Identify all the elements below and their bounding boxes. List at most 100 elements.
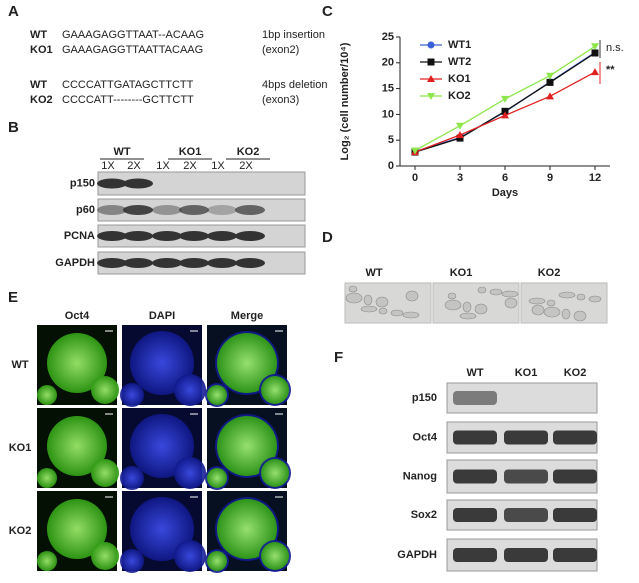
blot-band [97, 205, 127, 215]
colony [375, 296, 389, 308]
blot-band [123, 231, 153, 241]
blot-band [179, 231, 209, 241]
x-tick-label: 9 [547, 172, 553, 184]
x-tick-label: 12 [589, 172, 601, 184]
condition-label: KO1 [450, 267, 473, 279]
mutation-note: (exon3) [262, 94, 299, 106]
marker [591, 43, 599, 51]
group-label: KO2 [237, 146, 260, 158]
protein-label: GAPDH [55, 257, 95, 269]
colony [576, 293, 586, 301]
blot-band [235, 258, 265, 268]
genotype-label: KO2 [564, 367, 587, 379]
y-tick-label: 15 [382, 83, 394, 95]
mutation-note: (exon2) [262, 44, 299, 56]
marker [591, 49, 599, 57]
colony [390, 309, 404, 317]
y-tick-label: 5 [388, 134, 394, 146]
blot-band [453, 430, 497, 445]
group-label: WT [113, 146, 130, 158]
sequence: CCCCATT--------GCTTCTT [62, 94, 194, 106]
blot-band [453, 548, 497, 562]
colony [261, 459, 289, 487]
colony [444, 299, 462, 311]
blot-band [97, 178, 127, 189]
blot-band [235, 205, 265, 215]
row-label: KO1 [9, 442, 32, 454]
blot-band [453, 508, 497, 522]
genotype-label: KO2 [30, 94, 53, 106]
nuclei [130, 497, 194, 561]
marker [501, 111, 509, 119]
marker [427, 41, 435, 49]
colony [588, 295, 602, 303]
protein-label: p60 [76, 204, 95, 216]
panel-label: E [8, 289, 18, 306]
colony [91, 376, 119, 404]
protein-label: Oct4 [413, 431, 438, 443]
nuclei [174, 457, 206, 489]
nuclei [130, 414, 194, 478]
protein-label: Nanog [403, 470, 437, 482]
x-tick-label: 6 [502, 172, 508, 184]
colony [207, 385, 227, 405]
sequence: GAAAGAGGTTAATTACAAG [62, 44, 203, 56]
panel-label: B [8, 119, 19, 136]
colony [402, 311, 420, 319]
sequence: GAAAGAGGTTAAT--ACAAG [62, 29, 204, 41]
colony [477, 286, 487, 294]
blot-band [553, 430, 597, 445]
blot-band [207, 231, 237, 241]
blot-band [504, 430, 548, 445]
colony [528, 297, 546, 305]
annotation: ** [606, 64, 615, 76]
group-label: KO1 [179, 146, 202, 158]
colony [504, 297, 518, 309]
sequence: CCCCATTGATAGCTTCTT [62, 79, 194, 91]
marker [427, 75, 435, 82]
condition-label: KO2 [538, 267, 561, 279]
colony [217, 333, 277, 393]
y-axis-label: Log₂ (cell number/10⁴) [339, 42, 351, 160]
channel-label: Merge [231, 310, 263, 322]
colony [261, 542, 289, 570]
blot-band [123, 205, 153, 215]
colony [261, 376, 289, 404]
blot-band [152, 205, 182, 215]
dose-label: 1X [211, 160, 225, 172]
blot-band [553, 548, 597, 562]
nuclei [120, 383, 144, 407]
protein-label: Sox2 [411, 509, 437, 521]
colony [360, 305, 378, 313]
blot-band [152, 231, 182, 241]
colony [543, 306, 561, 318]
blot-band [123, 258, 153, 268]
dose-label: 2X [183, 160, 197, 172]
colony [47, 333, 107, 393]
colony [37, 385, 57, 405]
blot-band [207, 258, 237, 268]
nuclei [120, 466, 144, 490]
colony [405, 290, 419, 302]
protein-label: GAPDH [397, 549, 437, 561]
protein-label: PCNA [64, 230, 95, 242]
colony [47, 499, 107, 559]
colony [501, 290, 519, 298]
colony [558, 291, 576, 299]
colony [207, 468, 227, 488]
blot-band [235, 231, 265, 241]
marker [546, 92, 554, 100]
colony [489, 288, 503, 296]
colony [37, 551, 57, 571]
blot-band [504, 469, 548, 484]
panel-label: D [322, 229, 333, 246]
blot-band [97, 231, 127, 241]
x-tick-label: 0 [412, 172, 418, 184]
marker [456, 131, 464, 139]
nuclei [174, 540, 206, 572]
colony [546, 299, 556, 307]
nuclei [120, 549, 144, 573]
y-tick-label: 25 [382, 31, 394, 43]
protein-label: p150 [70, 177, 95, 189]
